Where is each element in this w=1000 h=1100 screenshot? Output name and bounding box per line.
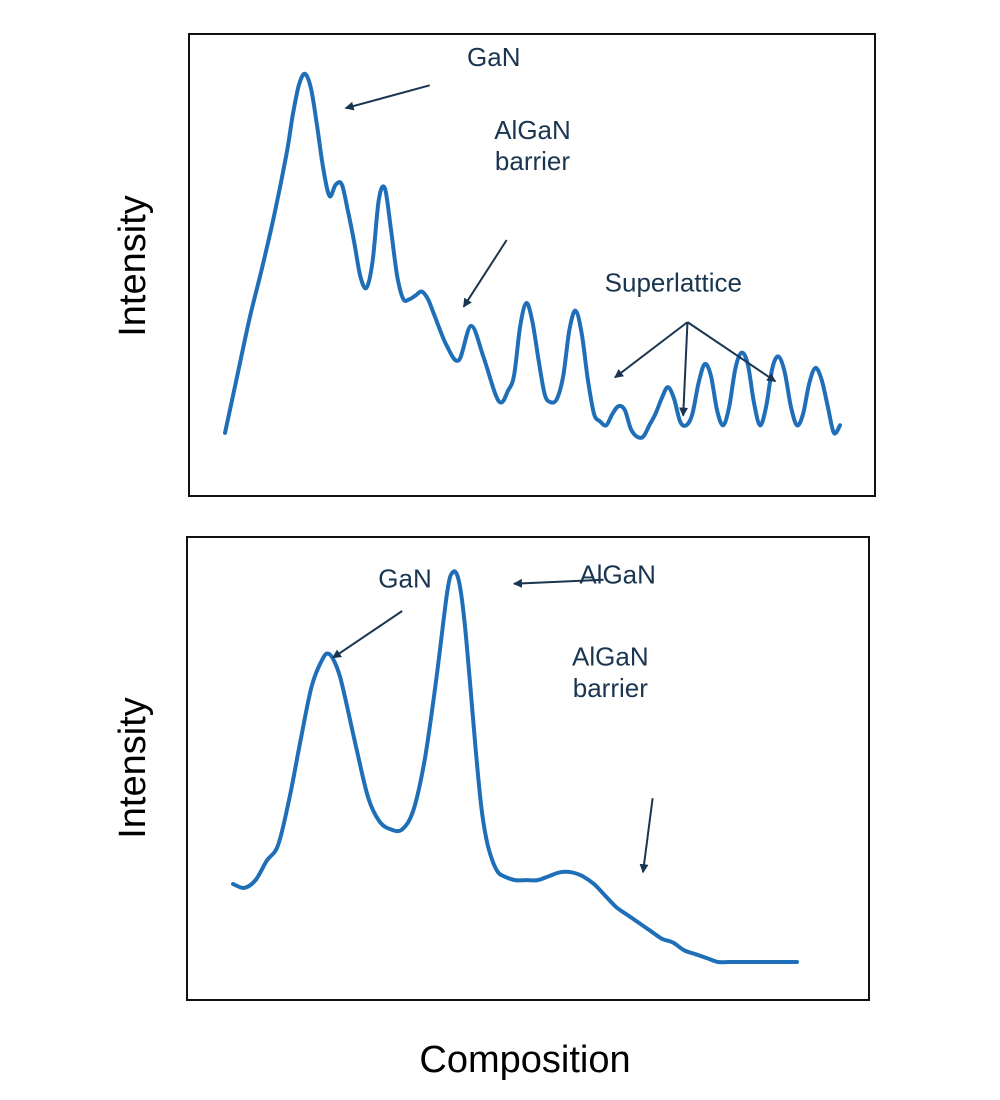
top-chart-annotation-line: Superlattice: [605, 268, 742, 298]
bottom-chart-annotation-label: AlGaN barrier: [572, 642, 649, 703]
top-chart-annotation-line: AlGaN: [494, 115, 571, 145]
top-chart-annotation-arrow: [462, 239, 508, 308]
x-axis-title: Composition: [419, 1039, 630, 1081]
top-chart-annotation-line: GaN: [467, 42, 520, 72]
bottom-chart-annotation-line: AlGaN: [579, 560, 656, 590]
bottom-chart-annotation-line: GaN: [378, 564, 431, 594]
top-chart-annotation-line: barrier: [495, 146, 570, 176]
top-chart-annotation-label: AlGaN barrier: [494, 115, 571, 176]
bottom-chart-annotation-line: barrier: [573, 673, 648, 703]
bottom-chart-annotation-arrow: [332, 610, 403, 659]
top-chart-annotations: GaN AlGaN barrier Superlattice: [344, 42, 777, 417]
top-chart-annotation-arrow: [686, 321, 777, 383]
top-chart-annotation-arrow: [614, 321, 689, 379]
bottom-chart-annotation-arrow: [639, 798, 654, 874]
top-chart-intensity-curve: [223, 71, 842, 440]
bottom-chart-annotation-arrow: [512, 578, 604, 588]
top-chart-annotation-arrow: [679, 322, 689, 417]
bottom-chart-frame: [186, 536, 870, 1001]
top-chart-frame: [188, 33, 876, 497]
top-chart-annotation-label: GaN: [467, 42, 520, 72]
top-chart-annotation-label: Superlattice: [605, 268, 742, 298]
bottom-chart-intensity-curve: [231, 569, 799, 965]
bottom-chart-annotation-label: AlGaN: [579, 560, 656, 590]
bottom-chart-annotation-line: AlGaN: [572, 642, 649, 672]
top-chart: Intensity GaN AlGaN barrier Superlattice: [112, 33, 876, 497]
bottom-chart-annotation-label: GaN: [378, 564, 431, 594]
top-chart-annotation-arrow: [344, 84, 431, 111]
bottom-chart-y-axis-title: Intensity: [112, 697, 154, 839]
top-chart-y-axis-title: Intensity: [112, 195, 154, 337]
